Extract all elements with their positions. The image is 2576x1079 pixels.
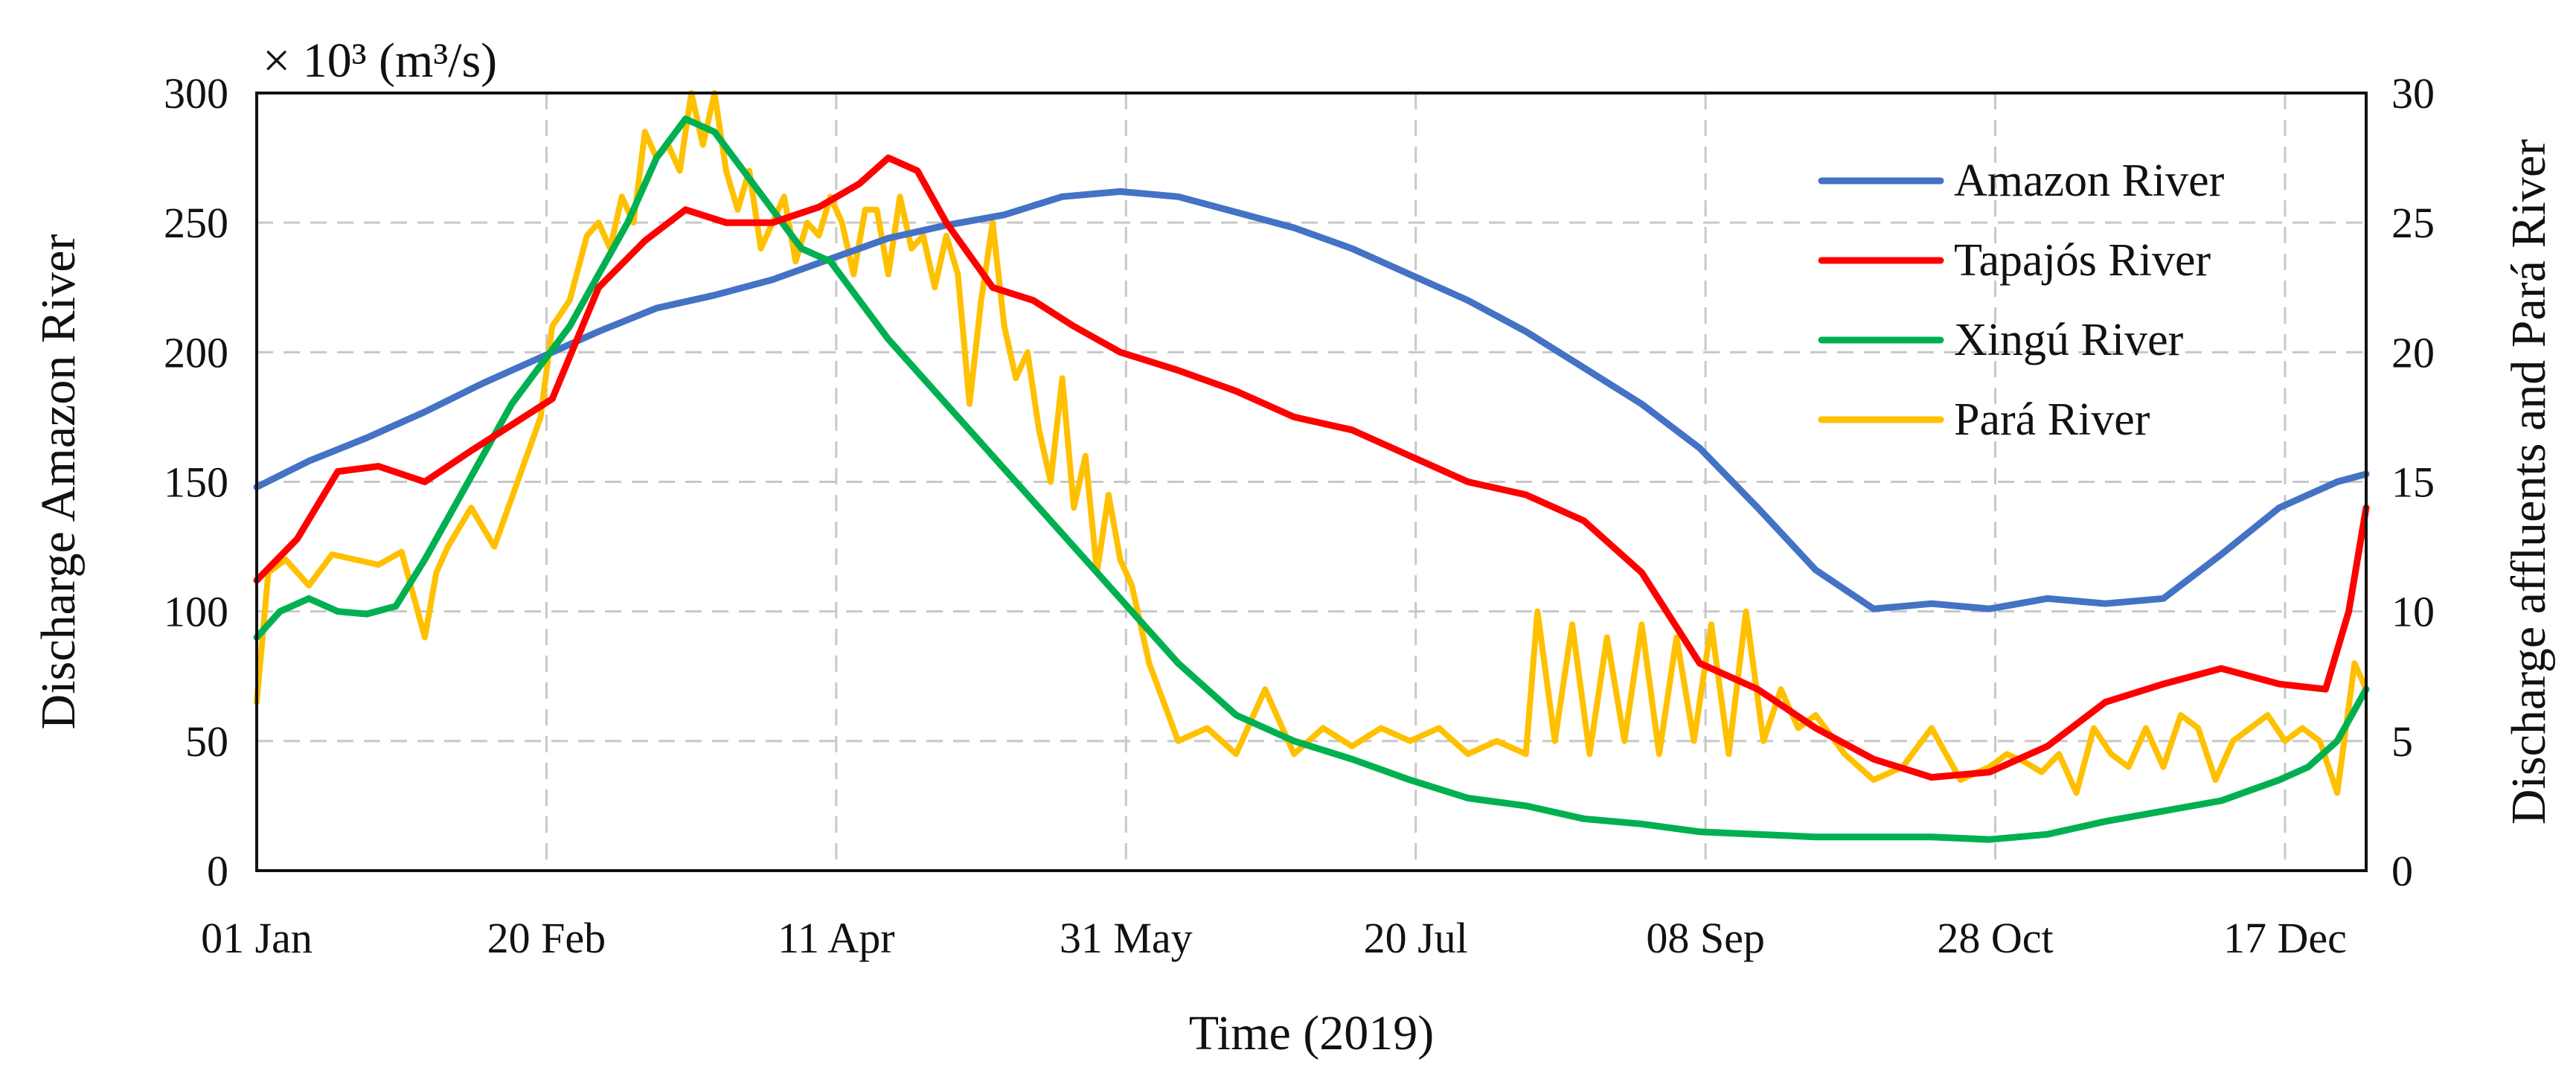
y-tick-label-right: 25 [2391,199,2435,247]
y-tick-label-left: 200 [164,328,228,377]
plot-frame [255,92,2368,872]
y-axis-title-right: Discharge affluents and Pará River [2502,139,2556,825]
x-tick-label: 11 Apr [778,914,894,962]
y-tick-label-left: 150 [164,458,228,507]
y-tick-label-right: 30 [2391,69,2435,118]
y-tick-label-right: 5 [2391,717,2413,766]
unit-label: × 10³ (m³/s) [263,33,497,88]
x-axis-title: Time (2019) [1189,1006,1434,1060]
legend-label-xing-river: Xingú River [1954,315,2184,365]
x-tick-label: 08 Sep [1646,914,1765,962]
y-tick-label-left: 50 [185,717,228,766]
x-tick-label: 20 Feb [487,914,606,962]
x-tick-label: 31 May [1060,914,1193,962]
y-tick-label-right: 15 [2391,458,2435,507]
legend-label-par-river: Pará River [1954,394,2150,445]
y-tick-label-left: 300 [164,69,228,118]
y-tick-label-right: 0 [2391,847,2413,895]
series-line-xing-river [253,115,2370,843]
legend: Amazon River Tapajós River Xingú River Pará… [1818,156,2225,445]
y-tick-label-left: 0 [207,847,228,895]
y-axis-title-left: Discharge Amazon River [31,234,86,730]
x-tick-label: 28 Oct [1937,914,2053,962]
y-tick-label-right: 10 [2391,588,2435,636]
legend-label-tapaj-s-river: Tapajós River [1954,235,2211,286]
series-line-amazon-river [253,188,2370,612]
series-layer [253,90,2370,843]
y-tick-label-left: 100 [164,588,228,636]
y-tick-label-left: 250 [164,199,228,247]
series-line-tapaj-s-river [253,154,2370,781]
legend-label-amazon-river: Amazon River [1954,156,2225,206]
y-tick-label-right: 20 [2391,328,2435,377]
tick-labels: 0 50 100 150 200 250 300 0 5 10 15 20 25 30 01 Jan 20 F… [164,69,2435,962]
x-tick-label: 20 Jul [1364,914,1468,962]
x-tick-label: 01 Jan [201,914,313,962]
x-tick-label: 17 Dec [2223,914,2347,962]
